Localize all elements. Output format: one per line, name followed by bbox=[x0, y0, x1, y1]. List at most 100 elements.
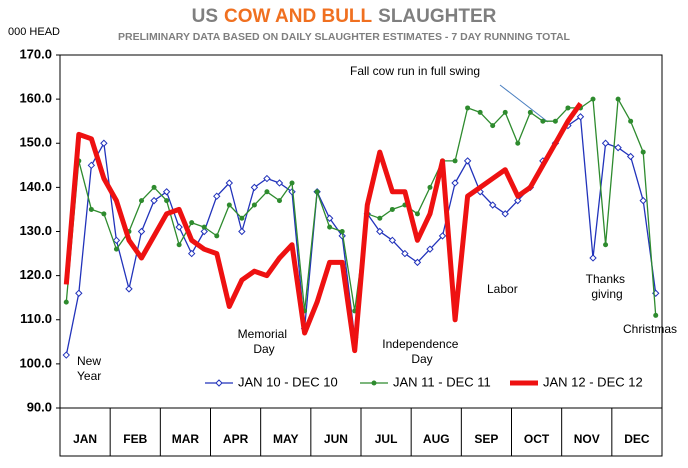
marker bbox=[62, 351, 70, 359]
x-tick-label: OCT bbox=[524, 432, 550, 446]
marker bbox=[414, 211, 420, 217]
marker bbox=[490, 123, 496, 129]
marker bbox=[401, 249, 409, 258]
marker bbox=[175, 223, 183, 231]
marker bbox=[377, 215, 383, 221]
y-axis-label: 000 HEAD bbox=[8, 26, 60, 38]
marker bbox=[100, 139, 108, 147]
marker bbox=[176, 242, 182, 248]
annotation-arrow bbox=[499, 84, 549, 123]
marker bbox=[139, 198, 145, 204]
marker bbox=[239, 215, 245, 221]
x-tick-label: JUN bbox=[324, 432, 348, 446]
marker bbox=[289, 180, 295, 186]
annotation: Fall cow run in full swing bbox=[350, 64, 480, 78]
annotation: Christmas bbox=[623, 322, 677, 336]
marker bbox=[238, 227, 246, 236]
marker bbox=[615, 96, 621, 102]
marker bbox=[264, 189, 270, 195]
marker bbox=[601, 139, 610, 147]
marker bbox=[88, 206, 94, 212]
marker bbox=[275, 179, 284, 187]
marker bbox=[576, 113, 585, 121]
y-tick-label: 170.0 bbox=[19, 46, 52, 61]
annotation: Thanks giving bbox=[586, 272, 629, 301]
marker bbox=[151, 184, 157, 190]
marker bbox=[225, 179, 234, 187]
y-tick-label: 130.0 bbox=[19, 223, 52, 238]
marker bbox=[515, 140, 521, 146]
y-tick-label: 90.0 bbox=[27, 399, 52, 414]
marker bbox=[162, 188, 171, 196]
marker bbox=[187, 249, 196, 258]
y-tick-label: 110.0 bbox=[20, 311, 52, 326]
x-tick-label: JUL bbox=[375, 432, 398, 446]
x-tick-label: JAN bbox=[73, 432, 97, 446]
y-tick-label: 100.0 bbox=[19, 355, 52, 370]
marker bbox=[338, 232, 346, 240]
legend-label: JAN 12 - DEC 12 bbox=[543, 374, 643, 389]
marker bbox=[288, 188, 296, 196]
marker bbox=[63, 299, 69, 305]
marker bbox=[251, 202, 257, 208]
marker bbox=[164, 198, 170, 204]
title-part: US bbox=[192, 6, 218, 27]
marker bbox=[653, 312, 659, 318]
marker bbox=[413, 258, 422, 267]
chart-subtitle: PRELIMINARY DATA BASED ON DAILY SLAUGHTE… bbox=[118, 31, 571, 43]
y-tick-label: 160.0 bbox=[19, 91, 52, 106]
marker bbox=[150, 196, 158, 205]
chart-title: US COW AND BULL SLAUGHTER bbox=[192, 6, 497, 27]
x-tick-label: AUG bbox=[423, 432, 450, 446]
marker bbox=[263, 174, 271, 183]
marker bbox=[327, 224, 333, 230]
marker bbox=[603, 242, 609, 248]
marker bbox=[463, 157, 472, 165]
marker bbox=[628, 118, 634, 124]
x-tick-label: DEC bbox=[624, 432, 650, 446]
marker bbox=[465, 105, 471, 111]
series-line bbox=[63, 102, 583, 354]
marker bbox=[540, 118, 546, 124]
annotation: Independence Day bbox=[382, 337, 461, 366]
y-tick-label: 120.0 bbox=[19, 267, 52, 282]
annotation: Memorial Day bbox=[238, 327, 291, 356]
x-tick-label: MAR bbox=[172, 432, 200, 446]
marker bbox=[501, 210, 509, 218]
marker bbox=[640, 149, 646, 155]
marker bbox=[452, 158, 458, 164]
marker bbox=[214, 233, 220, 239]
marker bbox=[552, 118, 558, 124]
x-tick-label: FEB bbox=[123, 432, 147, 446]
marker bbox=[589, 254, 597, 262]
marker bbox=[101, 211, 107, 217]
marker bbox=[201, 224, 207, 230]
marker bbox=[614, 143, 622, 152]
marker bbox=[250, 183, 259, 192]
marker bbox=[75, 289, 83, 297]
marker bbox=[514, 196, 522, 205]
marker bbox=[590, 96, 596, 102]
marker bbox=[200, 227, 208, 236]
legend-label: JAN 10 - DEC 10 bbox=[238, 374, 338, 389]
marker bbox=[426, 245, 434, 253]
legend-marker bbox=[371, 380, 377, 386]
marker bbox=[527, 109, 533, 115]
marker bbox=[112, 236, 121, 245]
annotation: Labor bbox=[487, 282, 518, 296]
marker bbox=[376, 227, 384, 236]
title-part: COW AND BULL bbox=[224, 6, 372, 27]
legend-marker bbox=[215, 379, 223, 387]
marker bbox=[213, 192, 221, 200]
marker bbox=[639, 196, 647, 205]
y-tick-label: 150.0 bbox=[19, 135, 52, 150]
marker bbox=[226, 202, 232, 208]
marker bbox=[502, 109, 508, 115]
marker bbox=[325, 214, 334, 222]
marker bbox=[276, 198, 282, 204]
title-part: SLAUGHTER bbox=[378, 6, 497, 27]
x-tick-label: SEP bbox=[474, 432, 498, 446]
marker bbox=[113, 246, 119, 252]
marker bbox=[137, 227, 146, 236]
